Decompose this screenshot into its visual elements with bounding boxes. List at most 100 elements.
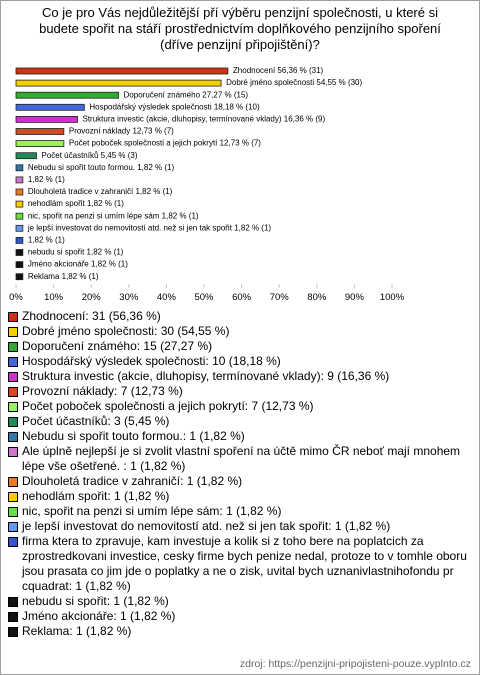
legend-label: Dobré jméno společnosti: 30 (54,55 %) [22, 324, 230, 338]
bar [15, 249, 24, 256]
bar-label: 1,82 % (1) [28, 175, 65, 184]
bar [15, 212, 24, 220]
legend-label: Dlouholetá tradice v zahraničí: 1 (1,82 … [22, 474, 243, 488]
bar-label: Nebudu si spořit touto formou. 1,82 % (1… [28, 163, 175, 172]
bar-label: Hospodářský výsledek společnosti 18,18 %… [89, 102, 260, 111]
legend-item: nic, spořit na penzi si umím lépe sám: 1… [7, 504, 473, 519]
bar [15, 128, 65, 135]
legend-item: nebudu si spořit: 1 (1,82 %) [7, 594, 473, 609]
bar [15, 273, 24, 281]
legend-item: Zhodnocení: 31 (56,36 %) [7, 309, 473, 324]
legend-swatch [8, 477, 18, 487]
bar-label: nic, spořit na penzi si umím lépe sám 1,… [28, 211, 199, 220]
bar [15, 164, 24, 172]
x-tick-label: 60% [232, 292, 252, 303]
x-tick-label: 10% [44, 292, 64, 303]
legend-swatch [8, 447, 18, 457]
x-tick-label: 100% [380, 292, 405, 303]
legend-item: Doporučení známého: 15 (27,27 %) [7, 339, 473, 354]
title-line: budete spořit na stáří prostřednictvím d… [39, 21, 441, 36]
legend-swatch [8, 522, 18, 532]
legend-label: Hospodářský výsledek společnosti: 10 (18… [22, 354, 281, 368]
legend-item: Dobré jméno společnosti: 30 (54,55 %) [7, 324, 473, 339]
x-tick-label: 30% [119, 292, 139, 303]
legend-item: Počet poboček společnosti a jejich pokry… [7, 399, 473, 414]
x-tick-label: 70% [270, 292, 290, 303]
legend-label: Nebudu si spořit touto formou.: 1 (1,82 … [22, 429, 245, 443]
bar-label: Počet účastníků 5,45 % (3) [41, 151, 137, 160]
legend-swatch [8, 417, 18, 427]
chart: Zhodnocení 56,36 % (31) Dobré jméno spole… [9, 66, 405, 303]
bar [15, 140, 65, 147]
legend-label: Jméno akcionáře: 1 (1,82 %) [22, 609, 176, 623]
bar [15, 261, 24, 269]
bar [15, 103, 85, 111]
bar [15, 236, 24, 244]
legend-label: Počet účastníků: 3 (5,45 %) [22, 414, 170, 428]
legend-swatch [8, 612, 18, 622]
legend-label: Reklama: 1 (1,82 %) [22, 624, 132, 638]
legend-swatch [8, 357, 18, 367]
legend-swatch [8, 372, 18, 382]
legend-item: Provozní náklady: 7 (12,73 %) [7, 384, 473, 399]
bar-label: Jméno akcionáře 1,82 % (1) [28, 260, 128, 269]
bar [15, 224, 24, 232]
legend-swatch [8, 492, 18, 502]
legend-label: nebudu si spořit: 1 (1,82 %) [22, 594, 169, 608]
bar-label: nehodlám spořit 1,82 % (1) [28, 199, 124, 208]
legend-label: Ale úplně nejlepší je si zvolit vlastní … [22, 444, 461, 473]
legend-item: Jméno akcionáře: 1 (1,82 %) [7, 609, 473, 624]
bar-label: je lepší investovat do nemovitostí atd. … [27, 223, 272, 232]
bar-label: Zhodnocení 56,36 % (31) [233, 66, 324, 75]
bar-label: Struktura investic (akcie, dluhopisy, te… [83, 115, 326, 124]
legend-label: nehodlám spořit: 1 (1,82 %) [22, 489, 170, 503]
title-line: Co je pro Vás nejdůležitější pří výběru … [42, 5, 438, 20]
legend-label: Zhodnocení: 31 (56,36 %) [22, 309, 161, 323]
legend-label: Doporučení známého: 15 (27,27 %) [22, 339, 213, 353]
legend-label: nic, spořit na penzi si umím lépe sám: 1… [22, 504, 282, 518]
bar [15, 91, 119, 99]
legend: Zhodnocení: 31 (56,36 %) Dobré jméno spol… [7, 309, 473, 639]
x-tick-label: 80% [307, 292, 327, 303]
source: zdroj: https://penzijni-pripojisteni-pou… [239, 658, 471, 670]
legend-item: firma ktera to zpravuje, kam investuje a… [7, 534, 473, 594]
bar-label: Provozní náklady 12,73 % (7) [69, 127, 174, 136]
legend-swatch [8, 312, 18, 322]
bar [15, 79, 222, 87]
legend-item: Nebudu si spořit touto formou.: 1 (1,82 … [7, 429, 473, 444]
bar-label: Dobré jméno společnosti 54,55 % (30) [226, 78, 362, 87]
bar [15, 152, 37, 160]
legend-swatch [8, 402, 18, 412]
legend-item: Počet účastníků: 3 (5,45 %) [7, 414, 473, 429]
legend-swatch [8, 327, 18, 337]
bar-label: nebudu si spořit 1,82 % (1) [28, 248, 124, 257]
bar [15, 176, 24, 184]
legend-item: Struktura investic (akcie, dluhopisy, te… [7, 369, 473, 384]
legend-item: Ale úplně nejlepší je si zvolit vlastní … [7, 444, 473, 474]
x-tick-label: 0% [9, 292, 23, 303]
x-tick-label: 20% [82, 292, 102, 303]
chart-title: Co je pro Vás nejdůležitější pří výběru … [1, 5, 479, 53]
legend-swatch [8, 387, 18, 397]
legend-swatch [8, 597, 18, 607]
bar [15, 200, 24, 208]
legend-item: Dlouholetá tradice v zahraničí: 1 (1,82 … [7, 474, 473, 489]
legend-label: je lepší investovat do nemovitostí atd. … [22, 519, 391, 533]
bar-label: 1,82 % (1) [28, 236, 65, 245]
legend-swatch [8, 432, 18, 442]
legend-item: nehodlám spořit: 1 (1,82 %) [7, 489, 473, 504]
x-tick-label: 40% [157, 292, 177, 303]
legend-swatch [8, 342, 18, 352]
legend-item: je lepší investovat do nemovitostí atd. … [7, 519, 473, 534]
title-line: (dříve penzijní připojištění)? [160, 37, 320, 52]
legend-label: Počet poboček společnosti a jejich pokry… [22, 399, 314, 413]
legend-item: Reklama: 1 (1,82 %) [7, 624, 473, 639]
x-tick-label: 50% [194, 292, 214, 303]
legend-swatch [8, 627, 18, 637]
legend-swatch [8, 507, 18, 517]
legend-label: firma ktera to zpravuje, kam investuje a… [22, 534, 467, 593]
legend-label: Struktura investic (akcie, dluhopisy, te… [22, 369, 390, 383]
bar [15, 67, 229, 75]
legend-swatch [8, 537, 18, 547]
